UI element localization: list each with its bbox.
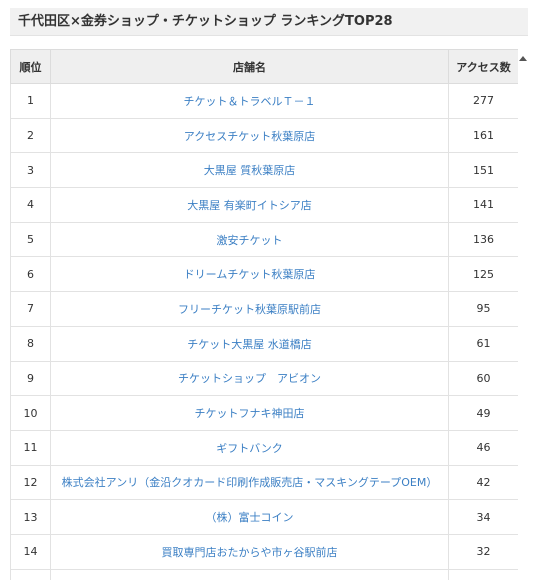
table-row: 9 チケットショップ アビオン 60 [10,360,519,397]
shop-link[interactable]: （株）富士コイン [205,511,294,525]
rank-cell: 11 [10,429,51,466]
shop-name-cell: ギフトバンク [50,429,449,466]
access-count-cell: 277 [448,83,519,119]
ranking-title: 千代田区×金券ショップ・チケットショップ ランキングTOP28 [10,8,528,36]
shop-link[interactable]: 大黒屋 有楽町イトシア店 [187,198,312,212]
table-row: 14 買取専門店おたからや市ヶ谷駅前店 32 [10,533,519,570]
rank-cell: 5 [10,221,51,258]
scrollbar[interactable] [518,49,528,580]
table-row: 11 ギフトバンク 46 [10,429,519,466]
access-count-cell: 141 [448,187,519,223]
table-row: 6 ドリームチケット秋葉原店 125 [10,256,519,293]
access-count-cell: 34 [448,499,519,535]
access-count-cell: 95 [448,291,519,327]
access-count-cell [448,568,519,580]
shop-name-cell: 激安チケット [50,221,449,258]
access-count-cell: 46 [448,429,519,466]
table-row: 13 （株）富士コイン 34 [10,499,519,535]
table-row: 1 チケット＆トラベルＴ－１ 277 [10,83,519,119]
shop-name-cell: 株式会社アンリ（金沿クオカード印刷作成販売店・マスキングテープOEM） [50,464,449,501]
access-count-cell: 125 [448,256,519,293]
shop-link[interactable]: フリーチケット秋葉原駅前店 [178,302,321,316]
shop-name-cell: 買取専門店おたからや市ヶ谷駅前店 [50,533,449,570]
shop-link[interactable]: 株式会社アンリ（金沿クオカード印刷作成販売店・マスキングテープOEM） [61,476,438,490]
table-row: 5 激安チケット 136 [10,221,519,258]
rank-cell: 3 [10,152,51,189]
access-count-cell: 32 [448,533,519,570]
access-count-cell: 61 [448,325,519,362]
access-count-cell: 49 [448,395,519,431]
rank-cell: 2 [10,117,51,154]
shop-link[interactable]: 大黒屋 質秋葉原店 [203,164,296,178]
shop-name-cell: 大黒屋 有楽町イトシア店 [50,187,449,223]
shop-link[interactable]: アクセスチケット秋葉原店 [183,129,316,143]
table-row: 4 大黒屋 有楽町イトシア店 141 [10,187,519,223]
shop-name-cell: チケット＆トラベルＴ－１ [50,83,449,119]
shop-link[interactable]: チケット大黒屋 水道橋店 [187,337,312,351]
table-row: 7 フリーチケット秋葉原駅前店 95 [10,291,519,327]
shop-name-cell: チケットショップ アビオン [50,360,449,397]
scroll-up-icon[interactable] [519,56,527,61]
shop-name-cell: ドリームチケット秋葉原店 [50,256,449,293]
rank-cell: 6 [10,256,51,293]
table-header-row: 順位 店舗名 アクセス数 [10,49,519,84]
access-count-cell: 60 [448,360,519,397]
shop-name-cell: チケット大黒屋 水道橋店 [50,325,449,362]
shop-name-cell: フリーチケット秋葉原駅前店 [50,291,449,327]
rank-cell: 12 [10,464,51,501]
table-row: 3 大黒屋 質秋葉原店 151 [10,152,519,189]
rank-cell: 14 [10,533,51,570]
table-row: 12 株式会社アンリ（金沿クオカード印刷作成販売店・マスキングテープOEM） 42 [10,464,519,501]
header-access-count[interactable]: アクセス数 [448,49,519,84]
table-row: 10 チケットフナキ神田店 49 [10,395,519,431]
shop-link[interactable]: チケットフナキ神田店 [194,407,305,421]
header-shop-name: 店舗名 [50,49,449,84]
shop-link[interactable]: チケット＆トラベルＴ－１ [183,94,316,108]
table-row: 8 チケット大黒屋 水道橋店 61 [10,325,519,362]
table-row [10,568,519,580]
rank-cell: 13 [10,499,51,535]
rank-cell: 7 [10,291,51,327]
header-rank: 順位 [10,49,51,84]
shop-link[interactable]: ギフトバンク [216,441,283,455]
shop-name-cell: （株）富士コイン [50,499,449,535]
ranking-table: 順位 店舗名 アクセス数 1 チケット＆トラベルＴ－１ 277 2 アクセスチケット秋葉… [10,49,519,580]
table-row: 2 アクセスチケット秋葉原店 161 [10,117,519,154]
access-count-cell: 42 [448,464,519,501]
shop-link[interactable]: チケットショップ アビオン [178,372,321,386]
rank-cell [10,568,51,580]
access-count-cell: 151 [448,152,519,189]
rank-cell: 9 [10,360,51,397]
shop-link[interactable]: 激安チケット [216,233,283,247]
rank-cell: 10 [10,395,51,431]
rank-cell: 4 [10,187,51,223]
rank-cell: 8 [10,325,51,362]
rank-cell: 1 [10,83,51,119]
shop-name-cell [50,568,449,580]
shop-name-cell: チケットフナキ神田店 [50,395,449,431]
access-count-cell: 161 [448,117,519,154]
ranking-table-container: 順位 店舗名 アクセス数 1 チケット＆トラベルＴ－１ 277 2 アクセスチケット秋葉… [10,49,528,580]
shop-name-cell: 大黒屋 質秋葉原店 [50,152,449,189]
access-count-cell: 136 [448,221,519,258]
shop-link[interactable]: ドリームチケット秋葉原店 [183,268,316,282]
shop-link[interactable]: 買取専門店おたからや市ヶ谷駅前店 [161,545,338,559]
shop-name-cell: アクセスチケット秋葉原店 [50,117,449,154]
